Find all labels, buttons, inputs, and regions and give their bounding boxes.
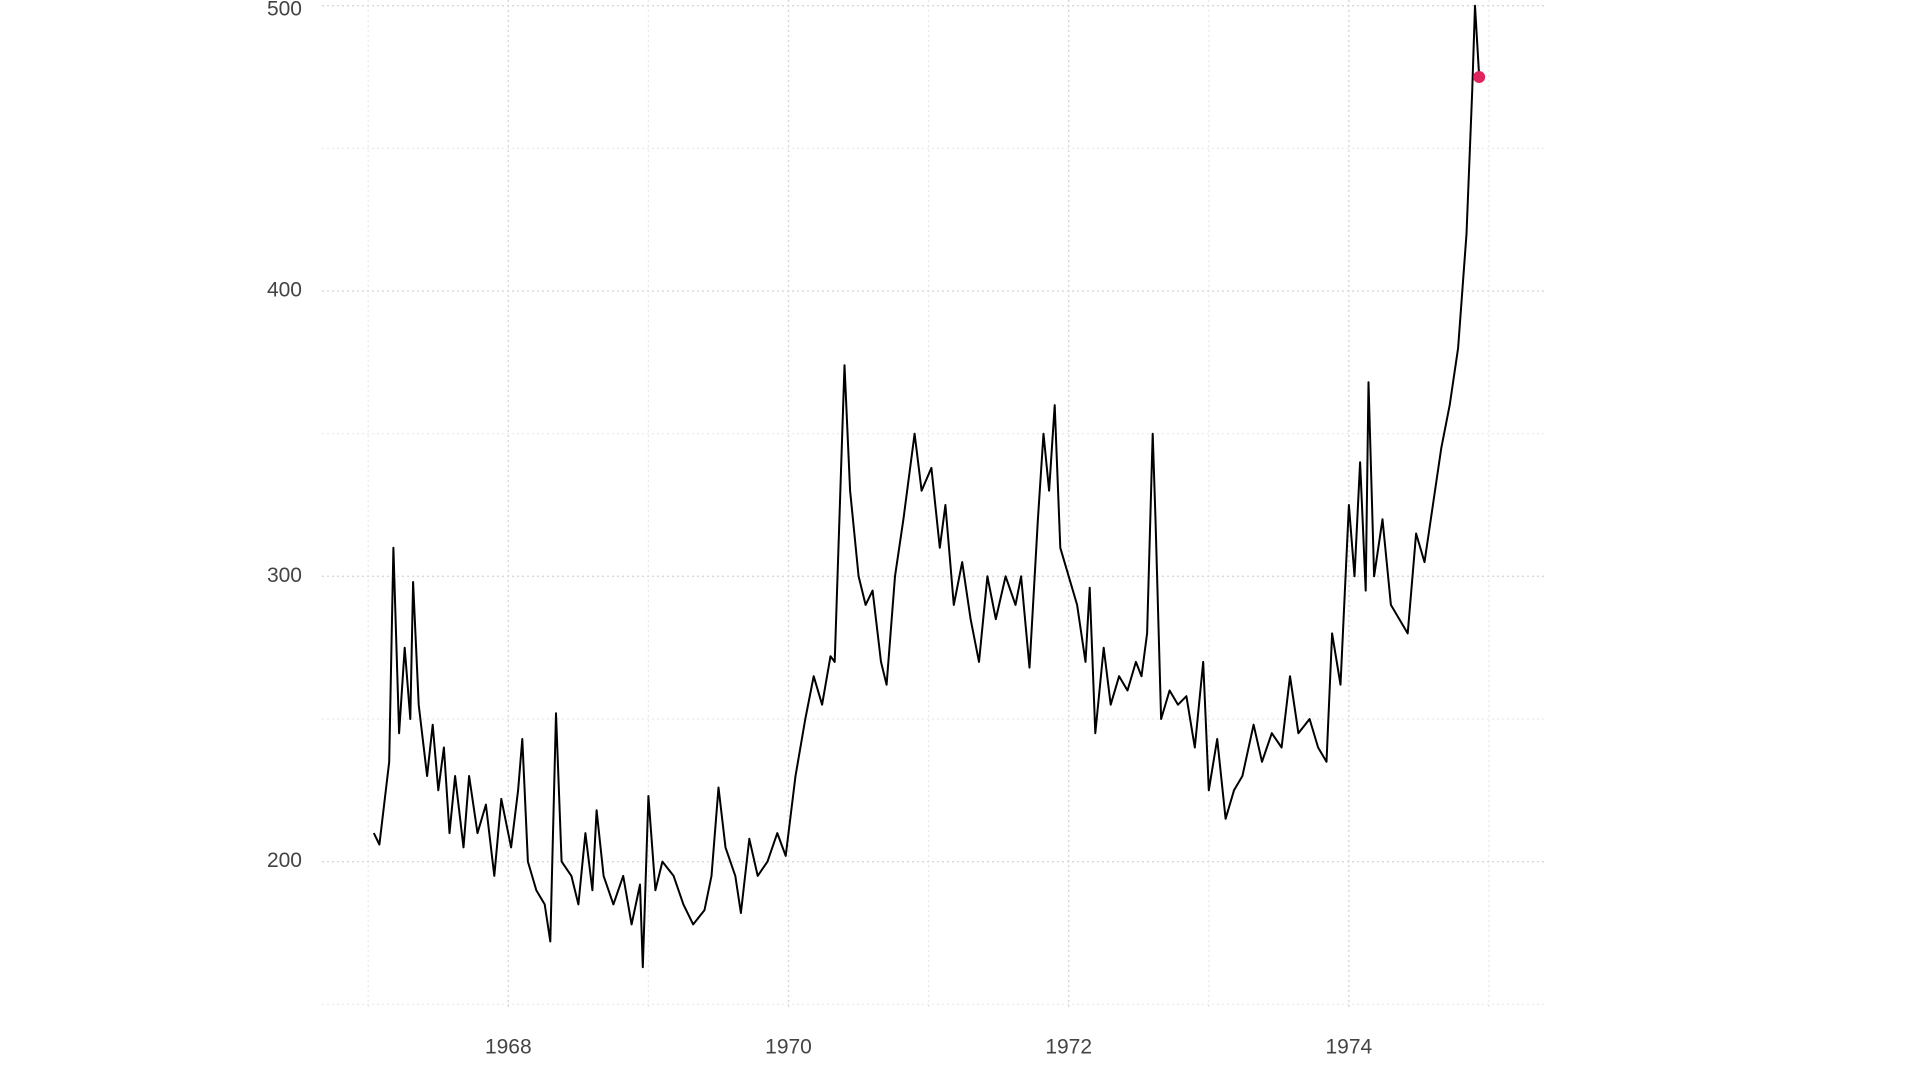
x-tick-label: 1972 <box>1045 1036 1092 1059</box>
x-tick-label: 1970 <box>765 1036 812 1059</box>
y-tick-label: 400 <box>267 279 302 302</box>
line-series <box>372 4 1481 969</box>
y-tick-label: 300 <box>267 564 302 587</box>
y-tick-label: 500 <box>267 0 302 21</box>
axis-labels: 200 300 400 500 1968 1970 1972 1974 <box>267 0 1373 1059</box>
y-tick-label: 200 <box>267 849 302 872</box>
x-tick-label: 1974 <box>1326 1036 1373 1059</box>
grid <box>322 0 1545 1010</box>
x-tick-label: 1968 <box>485 1036 532 1059</box>
last-point <box>1473 71 1486 84</box>
plot-area <box>372 4 1486 969</box>
